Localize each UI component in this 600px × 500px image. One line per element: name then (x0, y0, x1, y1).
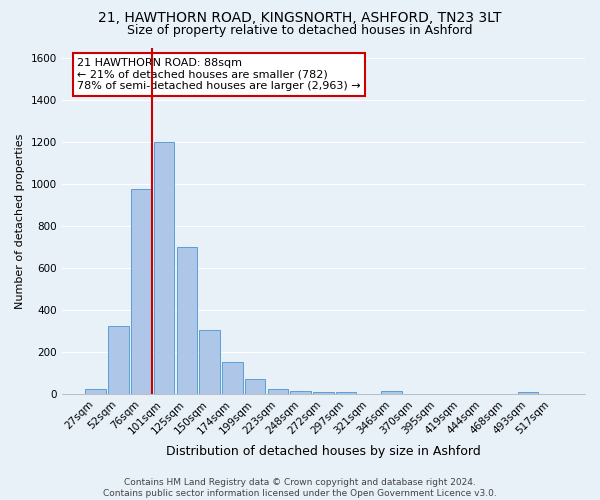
X-axis label: Distribution of detached houses by size in Ashford: Distribution of detached houses by size … (166, 444, 481, 458)
Bar (268, 389, 288, 394)
Bar (222, 362, 242, 394)
Bar (131, 190, 151, 394)
Bar (518, 392, 538, 394)
Bar (199, 330, 220, 394)
Bar (108, 326, 129, 394)
Text: Contains HM Land Registry data © Crown copyright and database right 2024.
Contai: Contains HM Land Registry data © Crown c… (103, 478, 497, 498)
Bar (382, 392, 402, 394)
Bar (85, 389, 106, 394)
Bar (290, 392, 311, 394)
Text: Size of property relative to detached houses in Ashford: Size of property relative to detached ho… (127, 24, 473, 37)
Bar (176, 248, 197, 394)
Bar (313, 392, 334, 394)
Bar (154, 142, 174, 395)
Text: 21 HAWTHORN ROAD: 88sqm
← 21% of detached houses are smaller (782)
78% of semi-d: 21 HAWTHORN ROAD: 88sqm ← 21% of detache… (77, 58, 361, 91)
Y-axis label: Number of detached properties: Number of detached properties (15, 134, 25, 308)
Bar (336, 392, 356, 394)
Text: 21, HAWTHORN ROAD, KINGSNORTH, ASHFORD, TN23 3LT: 21, HAWTHORN ROAD, KINGSNORTH, ASHFORD, … (98, 11, 502, 25)
Bar (245, 378, 265, 394)
